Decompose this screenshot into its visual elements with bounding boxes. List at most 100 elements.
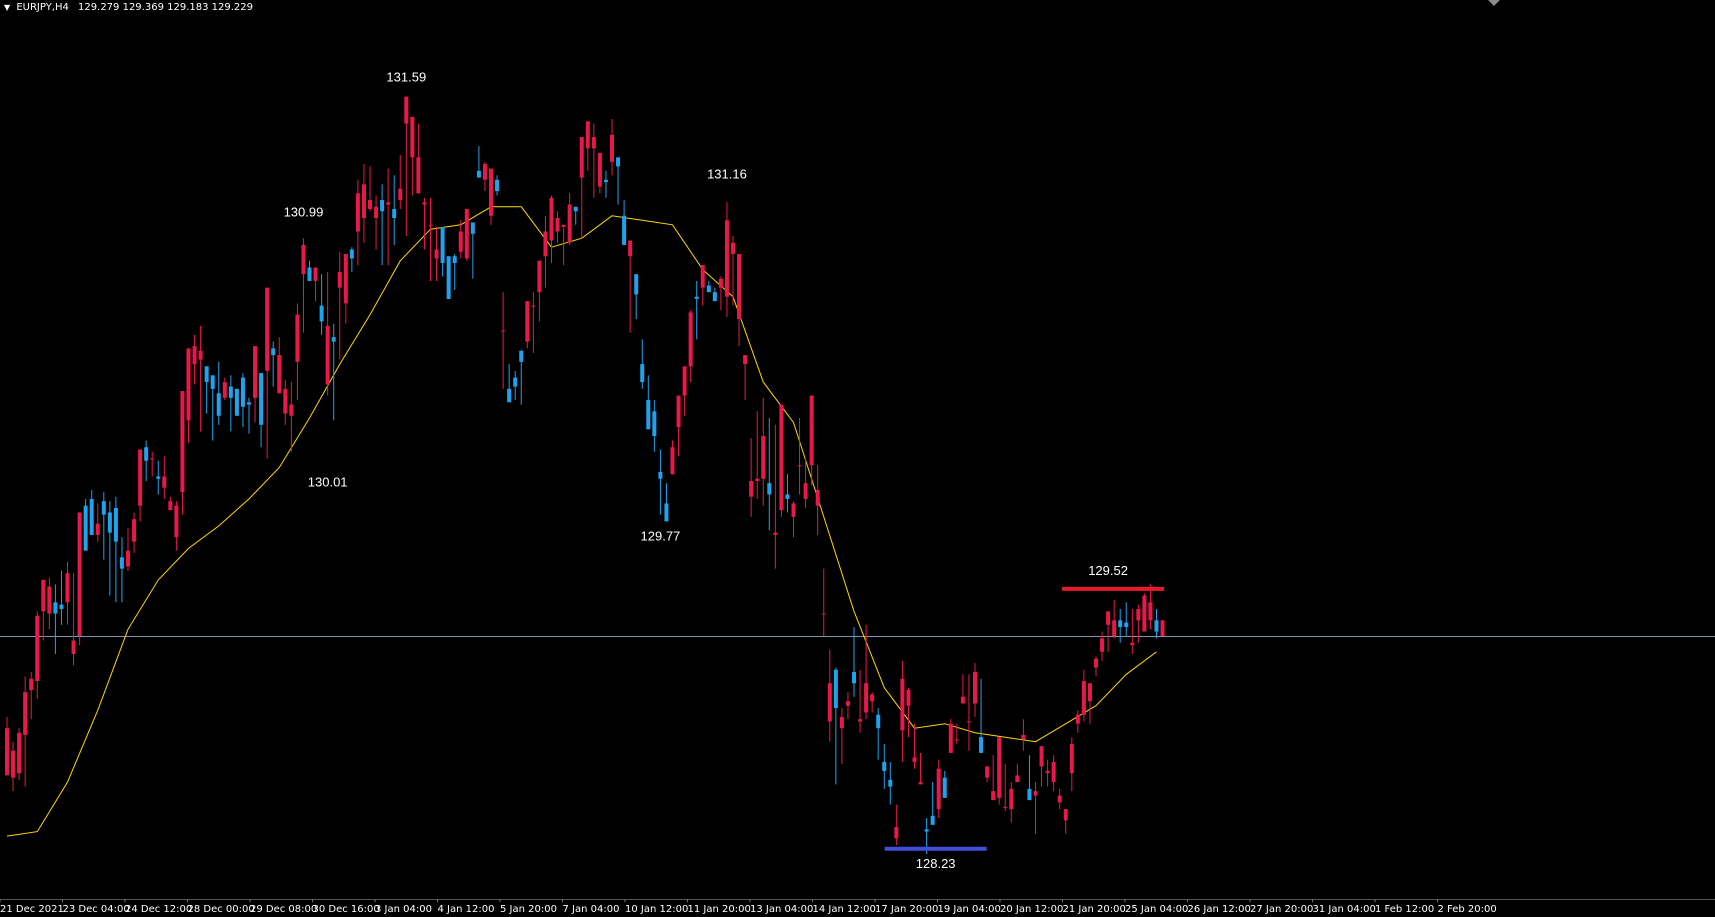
time-axis-label: 3 Jan 04:00 [375,904,432,915]
candle-body [464,209,469,259]
collapse-triangle-icon[interactable]: ▼ [4,3,11,12]
candle-body [610,134,614,162]
candle [543,215,548,288]
candle-body [428,224,433,226]
candle [755,411,760,499]
candle-body [162,476,167,488]
candle-body [398,188,403,201]
candle-body [918,782,923,785]
candle-body [476,170,481,178]
time-axis-label: 29 Dec 08:00 [250,904,317,915]
candle [585,121,590,171]
candle-body [676,395,681,428]
candle-body [319,305,324,322]
candle-body [585,121,590,149]
candle [29,672,34,720]
candle [361,164,366,243]
candle-body [573,206,578,212]
candle [1039,746,1044,787]
time-axis-label: 20 Jan 12:00 [1000,904,1063,915]
candle [71,573,76,666]
candle [440,226,445,277]
candle-body [234,388,239,416]
candle-body [489,168,493,216]
candle-body [83,505,88,551]
candle [640,339,645,389]
candle [864,624,869,720]
candles-group [5,96,1165,855]
candle [882,743,887,789]
time-axis-label: 10 Jan 12:00 [625,904,688,915]
candle-body [731,242,735,254]
candle [561,224,566,266]
candle-body [1094,658,1098,668]
candle [731,235,735,306]
candle [132,512,137,553]
candle-body [1063,809,1068,821]
candle-body [797,465,802,467]
candle-body [973,672,977,704]
candle-body [1045,770,1050,774]
candle-body [1106,611,1111,625]
candle [1106,611,1111,652]
candle-body [422,202,427,205]
candle [706,280,711,293]
candle-body [301,244,306,275]
candle-body [307,267,312,281]
candle [23,676,28,787]
candle [126,528,130,571]
candle-body [1051,761,1056,783]
candle-body [247,402,251,405]
candle-body [694,296,699,299]
candle-body [313,267,318,281]
candle [815,465,820,535]
candle [1003,764,1008,812]
candle-body [549,197,554,241]
candle-body [737,253,742,320]
candle-body [948,723,953,753]
candle-body [519,350,524,362]
candle-body [670,447,675,475]
candle [404,96,409,236]
candle [888,761,893,805]
candle [476,146,481,178]
candle [325,271,330,396]
candle-body [132,519,137,542]
candle-body [597,152,602,187]
chart-title: ▼ EURJPY,H4 129.279 129.369 129.183 129.… [4,2,253,13]
candle-body [785,494,790,499]
candle-body [900,678,905,731]
candle-body [531,305,536,307]
candle-body [1118,620,1123,628]
candle [785,474,790,513]
candle [59,570,64,625]
candle [168,496,173,511]
candle [65,561,70,625]
candle [912,723,917,769]
candle [343,253,348,324]
candle [337,251,342,360]
candle-body [101,501,106,515]
candle [95,503,100,542]
candle-body [89,498,94,535]
candle-body [543,231,548,257]
candle-body [682,366,687,396]
candle [1015,764,1020,783]
candle [579,137,584,239]
candle [809,395,814,486]
candle [876,707,881,760]
candle [89,489,94,535]
candle [495,175,500,196]
candle [11,741,16,792]
candle-body [253,346,258,398]
price-label-resistance: 129.52 [1088,563,1128,578]
time-axis-label: 31 Jan 04:00 [1313,904,1376,915]
candle [107,501,112,596]
chart-shift-marker-icon[interactable] [1488,0,1500,6]
candle [1148,584,1153,630]
candle-body [216,393,221,416]
candle [906,687,911,738]
candle [779,404,784,517]
